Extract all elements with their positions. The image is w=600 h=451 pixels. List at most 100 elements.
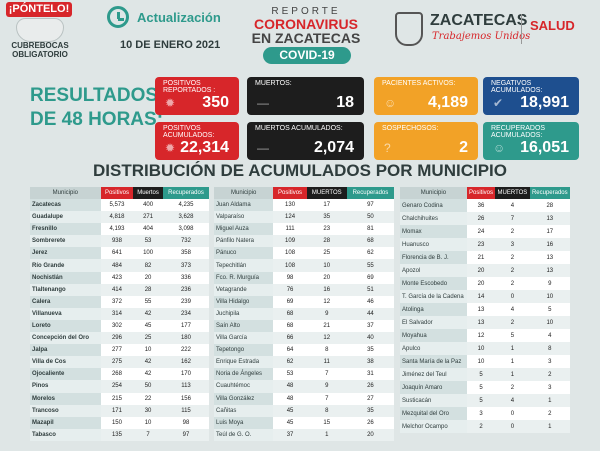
table-cell: 22 <box>133 392 163 405</box>
table-cell: 2 <box>529 407 570 420</box>
table-row: Florencia de B. J. 21 2 13 <box>400 251 570 264</box>
table-cell: 7 <box>306 392 347 405</box>
table-cell: 37 <box>346 319 394 333</box>
table-row: El Salvador 13 2 10 <box>400 316 570 329</box>
table-cell: Jalpa <box>30 344 101 357</box>
table-cell: 15 <box>306 416 347 429</box>
table-cell: 5 <box>466 368 496 381</box>
table-cell: 35 <box>346 344 394 357</box>
stat-card-label: PACIENTES ACTIVOS: <box>382 80 456 87</box>
table-row: Apulco 10 1 8 <box>400 342 570 355</box>
table-cell: Florencia de B. J. <box>400 251 467 264</box>
table-cell: 17 <box>529 225 570 238</box>
table-cell: 81 <box>346 223 394 236</box>
table-cell: Zacatecas <box>30 199 101 212</box>
table-cell: 170 <box>162 368 209 381</box>
table-cell: 2 <box>495 381 530 394</box>
table-cell: 48 <box>273 392 307 405</box>
table-row: Monte Escobedo 20 2 9 <box>400 277 570 290</box>
table-cell: 42 <box>133 307 163 320</box>
stat-card: POSITIVOS REPORTADOS : ✹ 350 <box>155 77 239 115</box>
table-cell: 17 <box>306 199 347 212</box>
table-cell: 97 <box>346 199 394 212</box>
table-row: Valparaíso 124 35 50 <box>214 211 394 224</box>
table-row: Fco. R. Murguía 98 20 69 <box>214 271 394 284</box>
reporte-label: REPORTE <box>271 6 341 17</box>
table-cell: Moyahua <box>400 329 467 342</box>
table-cell: 50 <box>133 380 163 393</box>
table-cell: 21 <box>466 251 496 264</box>
table-cell: 400 <box>133 199 163 212</box>
table-cell: 162 <box>162 356 209 369</box>
table-cell: Morelos <box>30 392 101 405</box>
table-cell: 8 <box>306 404 347 417</box>
table-cell: 302 <box>100 319 134 333</box>
table-cell: Tepetongo <box>214 344 274 357</box>
table-row: Morelos 215 22 156 <box>30 392 209 405</box>
table-cell: 5 <box>529 303 570 316</box>
table-cell: 135 <box>100 428 134 441</box>
face-mask-icon <box>16 18 64 42</box>
table-cell: 24 <box>466 225 496 238</box>
table-cell: Valparaíso <box>214 211 274 224</box>
table-cell: 108 <box>273 259 307 272</box>
table-header: Positivos <box>100 187 134 199</box>
table-cell: Monte Escobedo <box>400 277 467 290</box>
table-cell: Huanusco <box>400 238 467 251</box>
table-cell: 12 <box>306 295 347 308</box>
table-cell: Chalchihuites <box>400 212 467 225</box>
table-cell: Fco. R. Murguía <box>214 271 274 284</box>
table-cell: 5 <box>495 329 530 342</box>
trabajemos-unidos-text: Trabajemos Unidos <box>432 31 531 42</box>
table-cell: 4,235 <box>162 199 209 212</box>
table-cell: 23 <box>306 223 347 236</box>
table-cell: 4 <box>495 303 530 316</box>
table-cell: Apulco <box>400 342 467 355</box>
table-row: Zacatecas 5,573 400 4,235 <box>30 199 209 212</box>
table-cell: 2 <box>495 225 530 238</box>
table-cell: Susticacán <box>400 394 467 407</box>
table-cell: 4 <box>529 329 570 342</box>
table-cell: 31 <box>346 368 394 381</box>
table-row: Teúl de G. O. 37 1 20 <box>214 428 394 441</box>
table-cell: 254 <box>100 380 134 393</box>
table-cell: 25 <box>133 332 163 345</box>
table-cell: Villanueva <box>30 307 101 320</box>
table-row: Tlaltenango 414 28 236 <box>30 283 209 296</box>
table-cell: 68 <box>273 319 307 333</box>
table-row: Apozol 20 2 13 <box>400 264 570 277</box>
stat-card-value: 2 <box>459 139 468 156</box>
state-seal-icon <box>395 12 423 46</box>
table-cell: 3 <box>495 238 530 251</box>
table-cell: 296 <box>100 332 134 345</box>
table-cell: 55 <box>346 259 394 272</box>
table-cell: 177 <box>162 319 209 333</box>
actualizacion-label: Actualización <box>137 10 221 25</box>
table-cell: 26 <box>466 212 496 225</box>
clock-icon <box>107 6 129 28</box>
table-cell: 641 <box>100 247 134 260</box>
table-cell: Villa González <box>214 392 274 405</box>
table-cell: 10 <box>133 344 163 357</box>
table-row: Noria de Ángeles 53 7 31 <box>214 368 394 381</box>
table-row: Enrique Estrada 62 11 38 <box>214 356 394 369</box>
table-cell: Tabasco <box>30 428 101 441</box>
stat-card-icon: ✹ <box>165 96 176 110</box>
table-row: Mezquital del Oro 3 0 2 <box>400 407 570 420</box>
table-cell: 9 <box>529 277 570 290</box>
table-cell: Melchor Ocampo <box>400 420 467 433</box>
table-row: Río Grande 484 82 373 <box>30 259 209 272</box>
resultados-heading: RESULTADOS DE 48 HORAS: <box>30 85 164 130</box>
table-cell: 115 <box>162 404 209 417</box>
municipio-table: Municipio Positivos MUERTOS Recuperados Juan… <box>214 187 394 441</box>
table-row: Miguel Auza 111 23 81 <box>214 223 394 236</box>
stat-card-label: SOSPECHOSOS: <box>382 125 439 132</box>
table-cell: 0 <box>495 290 530 303</box>
stat-card-icon: ☺ <box>493 141 506 155</box>
table-row: Nochistlán 423 20 336 <box>30 271 209 284</box>
ponte-badge: ¡PÓNTELO! <box>6 2 72 17</box>
table-cell: Santa María de la Paz <box>400 355 467 368</box>
table-cell: 938 <box>100 235 134 248</box>
update-date: 10 DE ENERO 2021 <box>120 39 221 51</box>
table-cell: 171 <box>100 404 134 417</box>
